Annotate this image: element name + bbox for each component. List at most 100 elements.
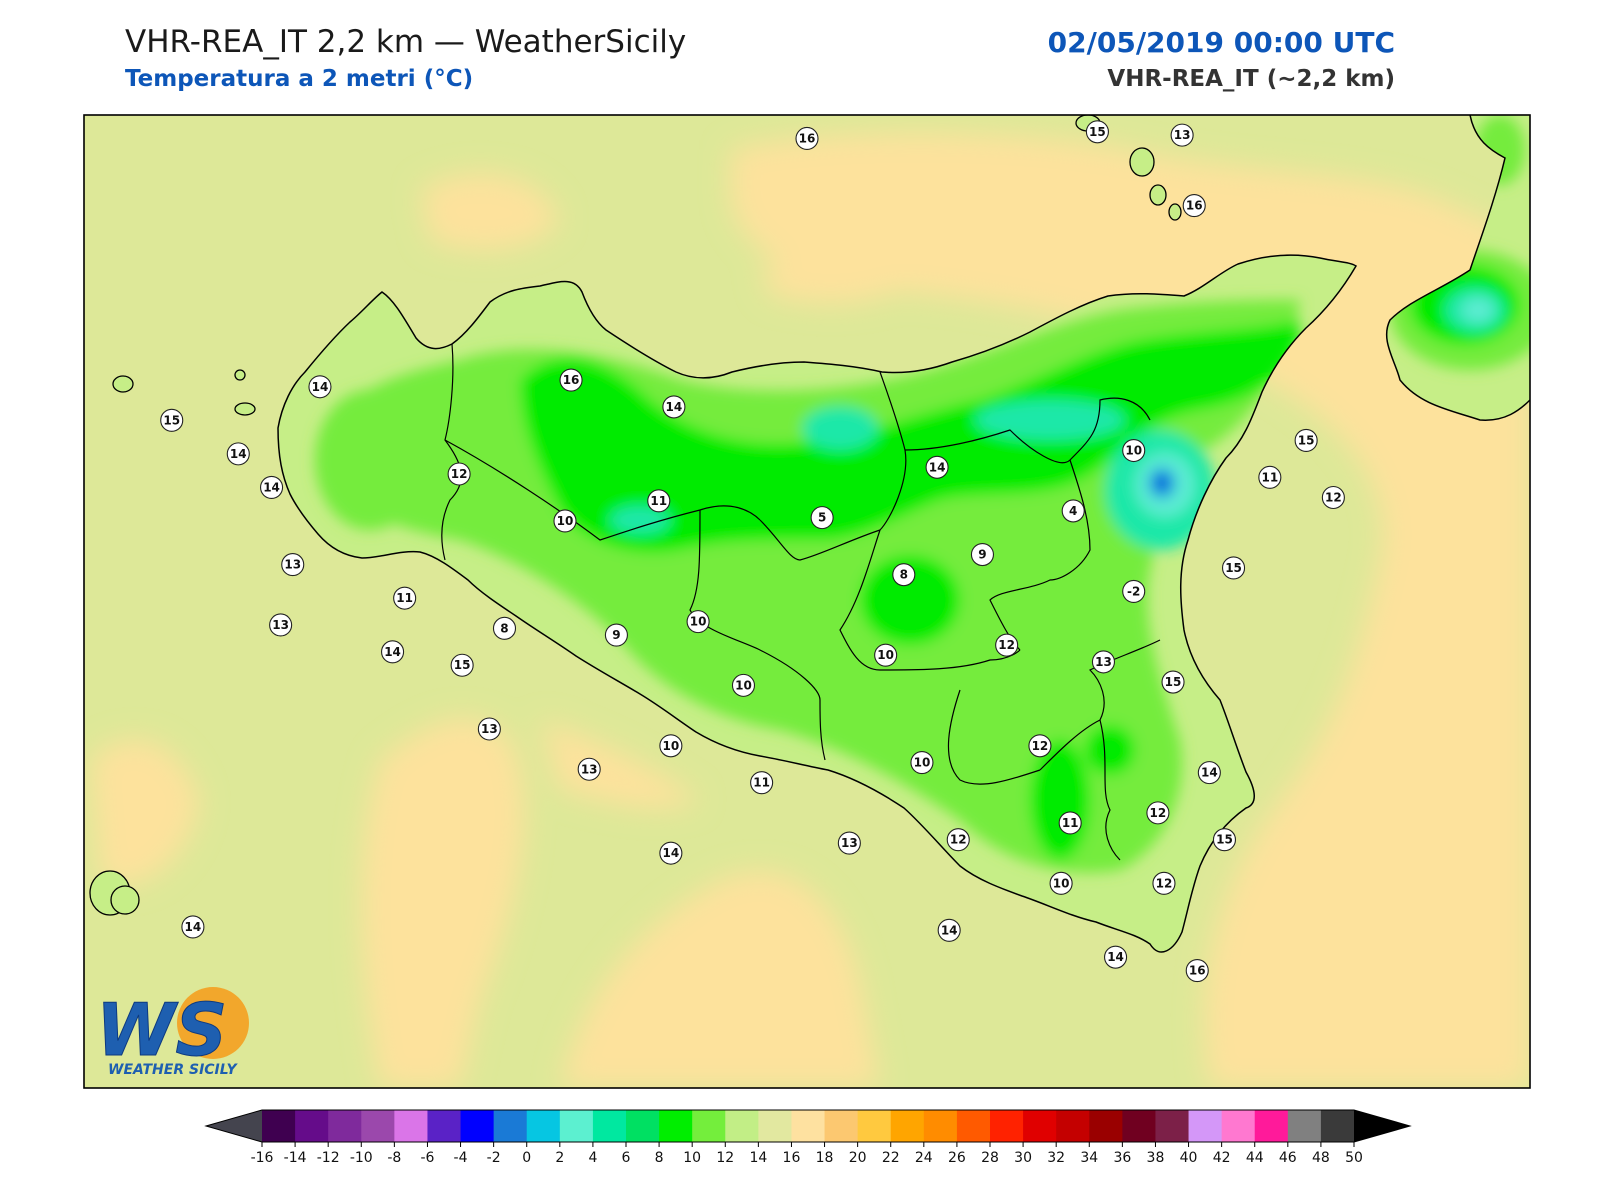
station-value: 12 [451, 467, 468, 481]
station-marker: -2 [1122, 579, 1146, 603]
station-marker: 10 [686, 610, 710, 634]
station-circle [686, 610, 710, 634]
warm-sea-zone [540, 720, 700, 809]
station-circle [559, 368, 583, 392]
calabria-coastline [1385, 115, 1530, 421]
station-value: 13 [581, 762, 598, 776]
station-value: 12 [1032, 739, 1049, 753]
station-circle [226, 442, 250, 466]
station-marker: 10 [659, 734, 683, 758]
station-marker: 14 [925, 455, 949, 479]
station-marker: 8 [892, 563, 916, 587]
station-circle [1170, 123, 1194, 147]
land-zone-cold [610, 506, 670, 534]
station-circle [477, 717, 501, 741]
station-value: 15 [1225, 561, 1242, 575]
station-value: 15 [1216, 833, 1233, 847]
station-marker: 15 [450, 653, 474, 677]
station-circle [1122, 579, 1146, 603]
station-value: 10 [735, 678, 752, 692]
station-circle [1104, 945, 1128, 969]
station-circle [659, 734, 683, 758]
station-value: 12 [1325, 490, 1342, 504]
station-circle [1197, 761, 1221, 785]
station-circle [1182, 194, 1206, 218]
station-value: 16 [1189, 964, 1206, 978]
station-marker: 12 [1146, 801, 1170, 825]
station-value: 15 [163, 413, 180, 427]
station-marker: 10 [731, 673, 756, 697]
warm-sea-zone [90, 739, 200, 886]
station-marker: 11 [750, 771, 774, 795]
province-border [689, 509, 821, 701]
station-value: 11 [650, 494, 667, 508]
station-marker: 16 [795, 126, 819, 151]
station-value: 12 [950, 833, 967, 847]
logo-name: WEATHER SICILY [108, 1062, 239, 1078]
station-circle [1221, 556, 1246, 580]
station-value: 10 [1053, 876, 1070, 890]
station-circle [1152, 871, 1176, 895]
station-marker: 14 [1197, 761, 1221, 785]
station-marker: 13 [837, 831, 861, 855]
station-value: 10 [663, 739, 680, 753]
station-circle [1049, 871, 1073, 895]
station-value: 14 [230, 447, 247, 461]
station-circle [1061, 499, 1085, 523]
station-marker: 15 [1212, 828, 1237, 852]
station-value: 13 [272, 618, 289, 632]
station-circle [160, 408, 184, 432]
station-value: 16 [1186, 199, 1203, 213]
station-circle [1122, 438, 1146, 463]
station-circle [937, 918, 961, 942]
model-name: VHR-REA_IT (~2,2 km) [1107, 66, 1395, 92]
station-circle [970, 542, 995, 567]
station-value: 16 [563, 373, 580, 387]
island [110, 885, 140, 915]
station-value: 13 [284, 558, 301, 572]
station-marker: 14 [381, 640, 405, 664]
station-circle [874, 643, 898, 667]
island [234, 402, 256, 416]
station-circle [995, 633, 1019, 657]
warm-sea-zone [420, 173, 560, 251]
station-circle [1212, 828, 1237, 852]
station-value: 15 [1165, 675, 1182, 689]
station-value: 11 [1261, 470, 1278, 484]
island [112, 375, 134, 393]
station-value: 13 [481, 722, 498, 736]
station-circle [269, 613, 293, 637]
province-border [759, 519, 881, 561]
station-marker: 12 [447, 462, 471, 486]
station-value: 5 [818, 511, 826, 525]
station-circle [795, 126, 819, 151]
station-marker: 11 [1058, 811, 1082, 835]
station-circle [750, 771, 774, 795]
station-value: 13 [841, 836, 858, 850]
station-marker: 10 [874, 643, 898, 667]
land-zone-very-cold [1155, 475, 1169, 491]
station-marker: 11 [393, 586, 417, 610]
station-circle [1294, 428, 1318, 453]
station-circle [1185, 959, 1209, 983]
warm-sea-zone [730, 133, 1530, 1088]
station-circle [1028, 734, 1052, 758]
station-circle [925, 455, 949, 479]
map-title: VHR-REA_IT 2,2 km — WeatherSicily [125, 24, 687, 60]
station-marker: 14 [1104, 945, 1128, 969]
land-zone-core [860, 555, 960, 645]
station-value: 16 [799, 131, 816, 145]
island [1168, 203, 1182, 221]
station-value: 14 [1201, 766, 1218, 780]
station-value: 9 [978, 548, 986, 562]
station-marker: 14 [260, 475, 284, 499]
station-value: -2 [1127, 584, 1140, 598]
warm-sea-zone [361, 718, 525, 1088]
station-circle [946, 828, 970, 852]
station-marker: 13 [281, 553, 305, 577]
station-value: 14 [384, 645, 401, 659]
station-marker: 10 [910, 750, 934, 775]
station-marker: 14 [181, 915, 205, 939]
warm-sea-zone [560, 871, 880, 1088]
land-zone-cold [975, 400, 1125, 440]
